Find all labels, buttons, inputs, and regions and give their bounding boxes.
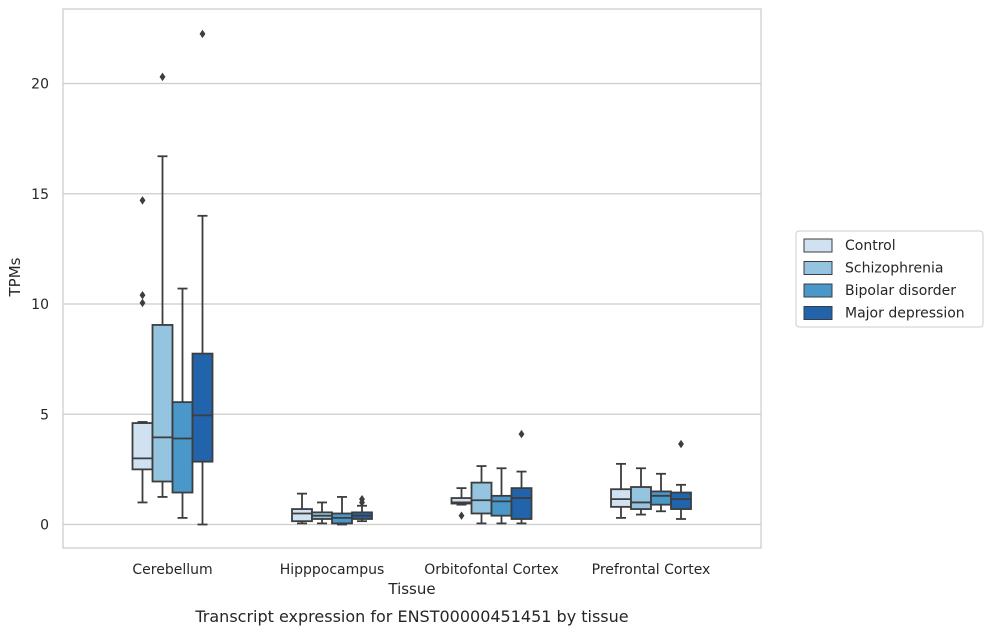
x-tick-labels: Cerebellum Hipppocampus Orbitofontal Corte… bbox=[132, 562, 710, 578]
legend-swatch bbox=[803, 261, 833, 275]
box-body bbox=[490, 494, 513, 517]
y-tick-label: 20 bbox=[31, 77, 49, 93]
box-body bbox=[470, 481, 493, 515]
box-body bbox=[610, 488, 632, 508]
box-body bbox=[510, 487, 533, 520]
x-tick-label: Prefrontal Cortex bbox=[592, 562, 711, 578]
box-schizophrenia bbox=[151, 72, 174, 498]
legend-swatch bbox=[803, 238, 833, 253]
outlier-point bbox=[518, 429, 525, 439]
outlier-point bbox=[359, 494, 365, 504]
box-body bbox=[131, 422, 154, 471]
chart-caption: Transcript expression for ENST0000045145… bbox=[194, 607, 628, 626]
box-major-depression bbox=[510, 429, 533, 525]
legend-frame bbox=[795, 230, 984, 328]
box-bipolar-disorder bbox=[490, 467, 513, 525]
legend: Control Schizophrenia Bipolar disorder Majo… bbox=[795, 230, 984, 328]
outlier-point bbox=[159, 72, 166, 82]
box-body bbox=[171, 401, 194, 494]
box-body bbox=[151, 324, 174, 483]
outlier-point bbox=[139, 290, 146, 300]
box-control bbox=[291, 492, 313, 525]
box-body bbox=[630, 486, 652, 510]
y-tick-label: 15 bbox=[31, 187, 49, 203]
box-bipolar-disorder bbox=[171, 287, 194, 519]
y-tick-label: 0 bbox=[40, 518, 49, 534]
y-axis-label: TPMs bbox=[6, 257, 24, 297]
box-major-depression bbox=[191, 29, 214, 526]
y-tick-label: 10 bbox=[31, 297, 49, 313]
plot-frame bbox=[62, 8, 762, 549]
box-bipolar-disorder bbox=[650, 472, 672, 513]
box-schizophrenia bbox=[630, 467, 652, 516]
box-control bbox=[131, 196, 154, 504]
box-schizophrenia bbox=[470, 465, 493, 525]
x-tick-label: Orbitofontal Cortex bbox=[424, 562, 559, 578]
outlier-point bbox=[139, 196, 146, 205]
legend-label: Major depression bbox=[845, 306, 965, 322]
box-major-depression bbox=[670, 439, 692, 520]
box-groups bbox=[131, 29, 692, 526]
y-tick-labels: 0 5 10 15 20 bbox=[31, 77, 49, 534]
outlier-point bbox=[139, 298, 146, 308]
legend-label: Schizophrenia bbox=[845, 261, 943, 277]
box-body bbox=[291, 508, 313, 523]
x-tick-label: Cerebellum bbox=[132, 562, 212, 578]
box-major-depression bbox=[351, 494, 373, 523]
legend-label: Control bbox=[845, 238, 896, 254]
box-control bbox=[450, 487, 473, 520]
box-body bbox=[191, 352, 214, 463]
legend-swatch bbox=[803, 306, 833, 320]
box-bipolar-disorder bbox=[331, 496, 353, 526]
outlier-point bbox=[678, 439, 684, 449]
legend-label: Bipolar disorder bbox=[845, 283, 956, 299]
box-control bbox=[610, 462, 632, 519]
box-body bbox=[670, 491, 692, 510]
x-tick-label: Hipppocampus bbox=[280, 562, 385, 578]
y-tick-label: 5 bbox=[40, 407, 49, 423]
box-schizophrenia bbox=[311, 501, 333, 525]
outlier-point bbox=[458, 511, 465, 520]
legend-swatch bbox=[803, 283, 833, 298]
x-axis-label: Tissue bbox=[387, 580, 435, 598]
box-body bbox=[650, 490, 672, 506]
outlier-point bbox=[199, 29, 206, 39]
